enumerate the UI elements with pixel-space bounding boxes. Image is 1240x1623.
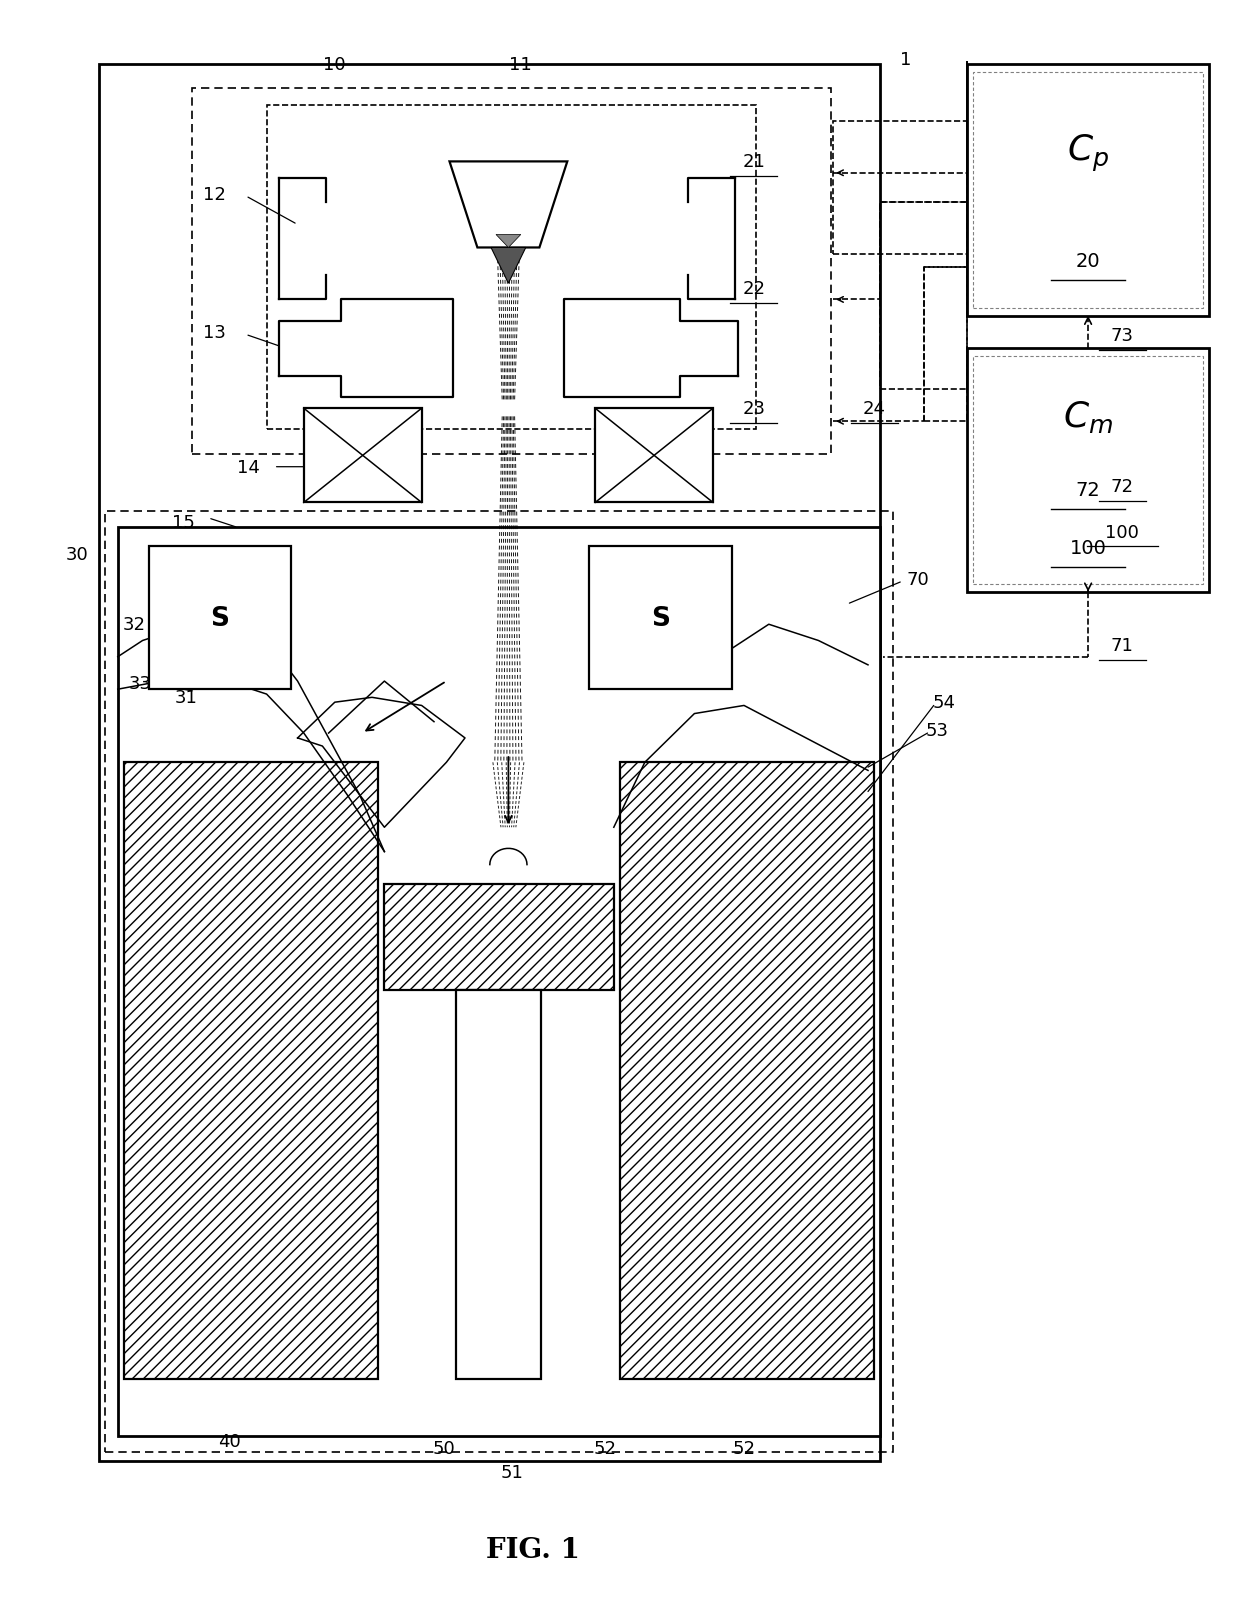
Text: 23: 23 <box>743 399 765 419</box>
Text: FIG. 1: FIG. 1 <box>486 1537 580 1563</box>
Text: 30: 30 <box>66 545 88 565</box>
Bar <box>267 105 756 430</box>
Text: 70: 70 <box>906 570 929 589</box>
Text: 21: 21 <box>743 153 765 172</box>
Text: 52: 52 <box>594 1438 616 1457</box>
Text: 15: 15 <box>172 513 195 532</box>
Text: 72: 72 <box>1076 480 1100 500</box>
Bar <box>973 357 1203 584</box>
Bar <box>192 89 831 454</box>
Text: S: S <box>211 605 229 631</box>
Text: 20: 20 <box>1076 252 1100 271</box>
Bar <box>924 268 967 422</box>
Text: 32: 32 <box>123 615 145 635</box>
Text: 71: 71 <box>1111 636 1133 656</box>
Polygon shape <box>449 162 567 248</box>
Text: 22: 22 <box>743 279 765 299</box>
Bar <box>384 885 614 990</box>
Text: 54: 54 <box>932 693 955 712</box>
Polygon shape <box>279 300 453 398</box>
Polygon shape <box>564 300 738 398</box>
Polygon shape <box>496 235 521 248</box>
Text: 12: 12 <box>203 185 226 204</box>
Text: 50: 50 <box>433 1438 455 1457</box>
Text: 1: 1 <box>899 50 911 70</box>
Bar <box>833 122 967 255</box>
Text: 24: 24 <box>863 399 885 419</box>
Bar <box>124 763 378 1380</box>
Text: 51: 51 <box>501 1462 523 1482</box>
Text: 100: 100 <box>1105 523 1140 542</box>
Bar <box>589 547 732 690</box>
Bar <box>118 527 880 1436</box>
Bar <box>304 409 422 503</box>
Bar <box>967 349 1209 592</box>
Bar <box>595 409 713 503</box>
Text: 10: 10 <box>324 55 346 75</box>
Text: 53: 53 <box>926 721 949 740</box>
Text: $C_p$: $C_p$ <box>1068 133 1109 174</box>
Text: 40: 40 <box>218 1431 241 1451</box>
Text: 11: 11 <box>510 55 532 75</box>
Text: 31: 31 <box>175 688 197 708</box>
Text: 73: 73 <box>1111 326 1133 346</box>
Text: 52: 52 <box>733 1438 755 1457</box>
Text: 13: 13 <box>203 323 226 342</box>
Text: S: S <box>651 605 670 631</box>
Bar <box>620 763 874 1380</box>
Text: 72: 72 <box>1111 477 1133 497</box>
Text: 100: 100 <box>1070 539 1106 558</box>
Bar <box>149 547 291 690</box>
Text: 14: 14 <box>237 458 259 477</box>
Bar <box>99 65 880 1461</box>
Text: 33: 33 <box>129 674 151 693</box>
Text: $C_m$: $C_m$ <box>1063 399 1114 435</box>
Bar <box>973 73 1203 308</box>
Bar <box>880 203 967 390</box>
Polygon shape <box>491 248 526 284</box>
Bar <box>456 990 541 1380</box>
Bar <box>105 511 893 1453</box>
Bar <box>967 65 1209 316</box>
